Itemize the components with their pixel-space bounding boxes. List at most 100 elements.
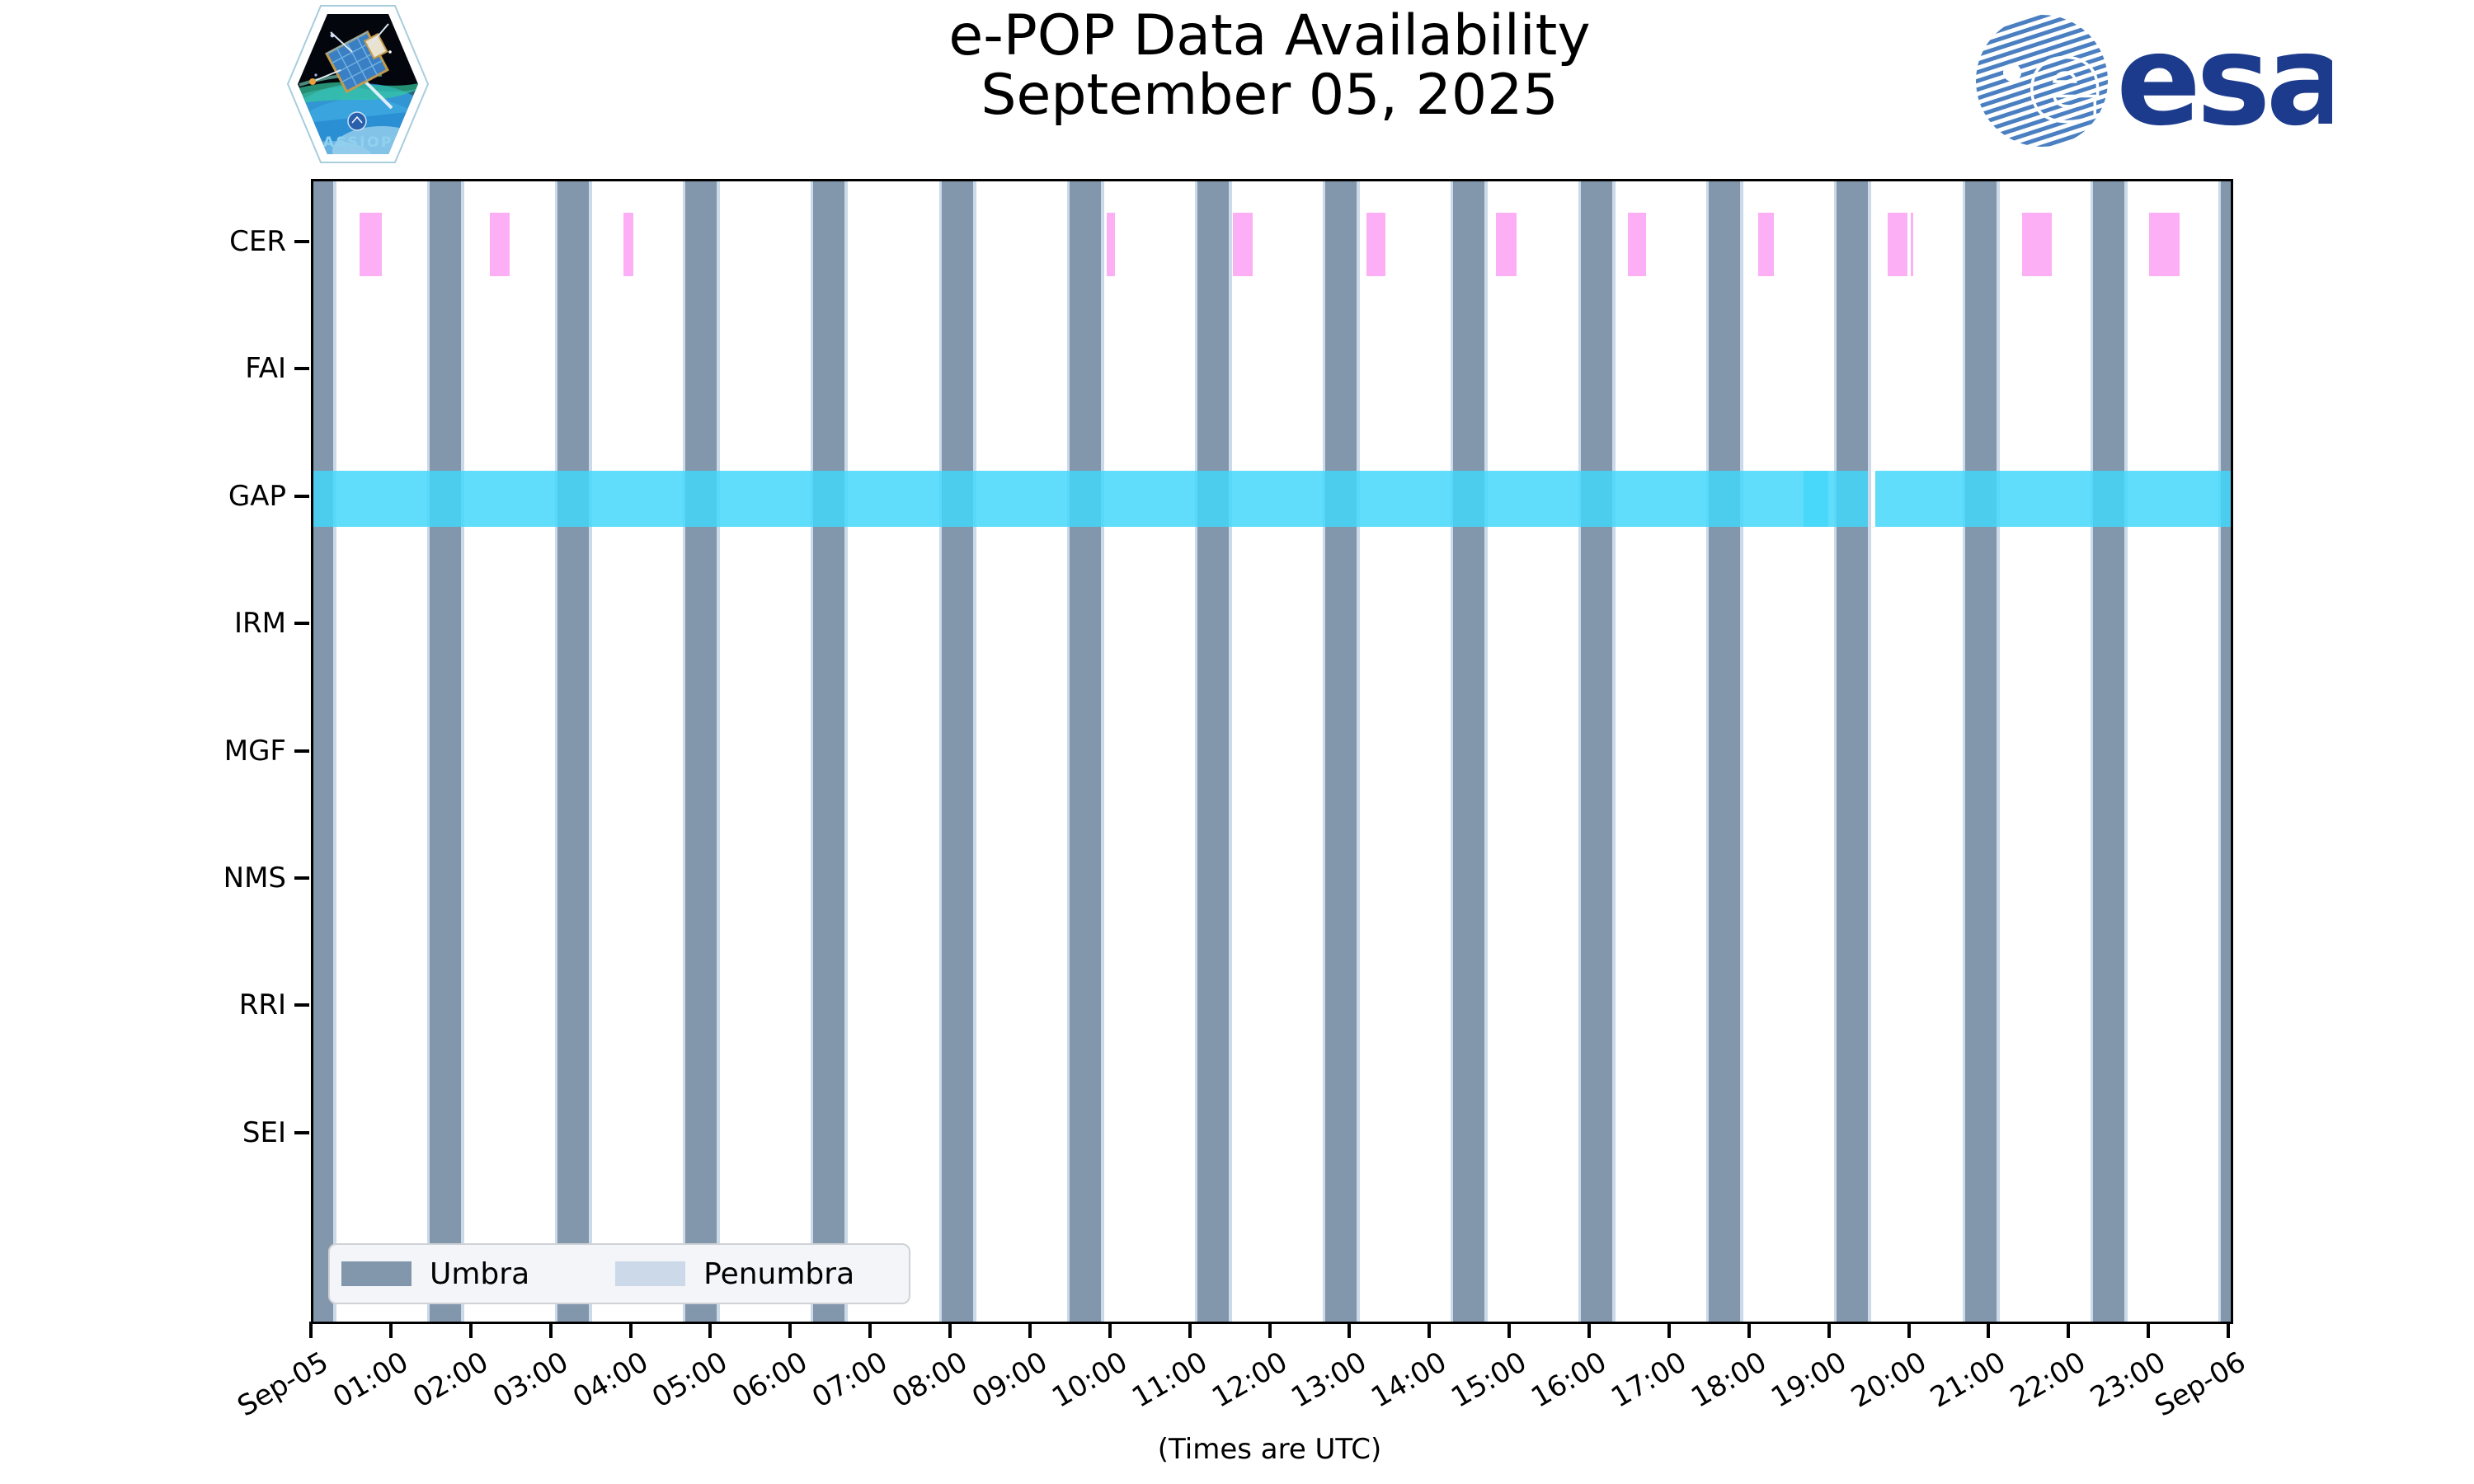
x-tick-label: 18:00 [1685,1345,1772,1415]
y-tick-label: FAI [245,352,286,386]
penumbra-bar [939,181,943,1322]
x-tick [948,1322,952,1338]
penumbra-bar [1101,181,1104,1322]
y-tick-label: SEI [242,1115,286,1149]
x-tick-label: 13:00 [1286,1345,1373,1415]
y-tick-label: MGF [223,734,286,768]
penumbra-bar [1868,181,1871,1322]
penumbra-bar [811,181,814,1322]
penumbra-bar [2090,181,2094,1322]
x-tick [1188,1322,1192,1338]
x-tick [1747,1322,1751,1338]
penumbra-legend-label: Penumbra [703,1256,855,1291]
x-tick-label: 07:00 [807,1345,894,1415]
penumbra-bar [555,181,558,1322]
x-tick [1028,1322,1032,1338]
y-tick [294,367,309,371]
gap-availability-bar [313,470,1869,527]
umbra-bar [1070,181,1102,1322]
y-tick [294,1130,309,1134]
umbra-legend-label: Umbra [430,1256,530,1291]
x-tick [2067,1322,2071,1338]
penumbra-bar [2218,181,2222,1322]
penumbra-bar [2124,181,2128,1322]
penumbra-bar [461,181,464,1322]
y-tick-label: RRI [238,989,286,1022]
cassiope-mission-logo: CASSIOPE [286,5,430,163]
penumbra-bar [717,181,720,1322]
penumbra-bar [1323,181,1326,1322]
umbra-bar [430,181,462,1322]
chart-title: e-POP Data Availability September 05, 20… [311,7,2228,125]
x-tick [1827,1322,1831,1338]
umbra-bar [557,181,590,1322]
penumbra-bar [683,181,686,1322]
x-tick [1667,1322,1671,1338]
esa-globe-star [2003,63,2021,82]
x-tick-label: 09:00 [967,1345,1053,1415]
x-tick [1108,1322,1112,1338]
umbra-bar [813,181,845,1322]
penumbra-bar [1229,181,1232,1322]
cer-availability-bar [1888,213,1907,276]
x-tick-label: 12:00 [1206,1345,1293,1415]
penumbra-bar [844,181,848,1322]
penumbra-bar [1997,181,2000,1322]
y-tick [294,749,309,753]
gap-availability-overlap-bar [1803,470,1828,527]
plot-area [311,179,2233,1324]
penumbra-bar [1834,181,1837,1322]
penumbra-bar [1612,181,1616,1322]
legend: Umbra Penumbra [328,1243,910,1304]
x-tick [1907,1322,1911,1338]
x-tick [309,1322,313,1338]
y-tick [294,240,309,243]
x-tick-label: 17:00 [1606,1345,1692,1415]
x-tick [1427,1322,1432,1338]
x-tick-label: 06:00 [727,1345,814,1415]
x-tick-label: 15:00 [1446,1345,1533,1415]
penumbra-bar [973,181,976,1322]
x-tick [1587,1322,1591,1338]
y-tick-label: CER [229,225,286,258]
umbra-bar [1453,181,1485,1322]
x-tick-label: 16:00 [1526,1345,1612,1415]
umbra-swatch [341,1261,412,1286]
umbra-bar [2221,181,2231,1322]
x-tick [548,1322,553,1338]
x-tick-label: 03:00 [487,1345,574,1415]
umbra-bar [1197,181,1230,1322]
x-tick-label: 02:00 [407,1345,494,1415]
penumbra-bar [1740,181,1743,1322]
cer-availability-bar [2022,213,2052,276]
x-tick [2227,1322,2230,1338]
cer-availability-bar [623,213,634,276]
y-tick [294,1003,309,1007]
cer-availability-bar [1495,213,1517,276]
cer-availability-bar [2149,213,2180,276]
x-tick [2147,1322,2151,1338]
x-tick-label: 01:00 [327,1345,414,1415]
penumbra-bar [1067,181,1070,1322]
cer-availability-bar [1757,213,1774,276]
x-tick [788,1322,793,1338]
x-tick-label: 11:00 [1126,1345,1213,1415]
x-tick [1348,1322,1352,1338]
penumbra-bar [1706,181,1710,1322]
umbra-bar [313,181,334,1322]
cer-availability-bar [360,213,383,276]
x-tick-label: 04:00 [567,1345,654,1415]
umbra-bar [1837,181,1869,1322]
cer-availability-bar [1366,213,1386,276]
x-tick-label: Sep-05 [232,1345,334,1424]
x-tick [708,1322,713,1338]
umbra-bar [685,181,717,1322]
x-tick [1987,1322,1991,1338]
x-tick [388,1322,393,1338]
umbra-bar [2093,181,2125,1322]
y-tick-label: NMS [223,862,286,895]
esa-globe-icon [1976,15,2108,147]
penumbra-swatch [615,1261,686,1286]
cassiope-label: CASSIOPE [311,134,405,151]
esa-wordmark: esa [2116,10,2332,152]
